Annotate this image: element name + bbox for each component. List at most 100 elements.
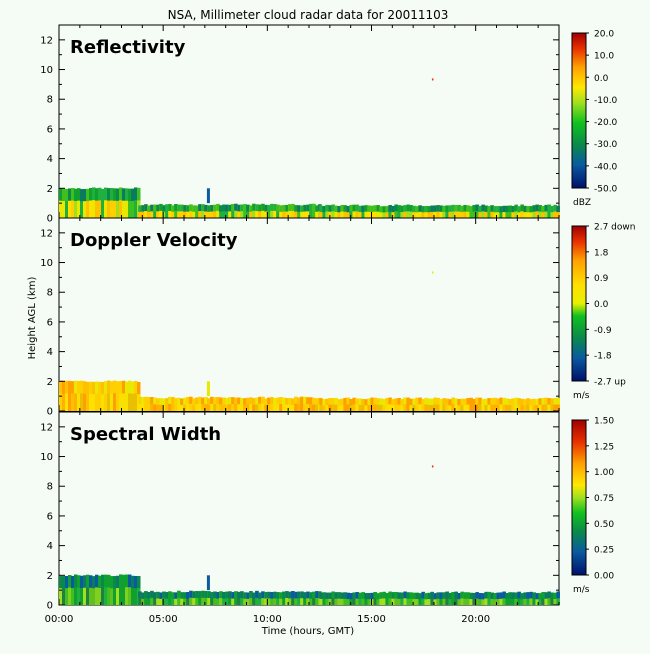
- heatmap-cell: [138, 591, 142, 599]
- heatmap-cell: [346, 397, 350, 405]
- heatmap-cell: [403, 397, 407, 405]
- colorbar-unit: dBZ: [573, 198, 591, 208]
- heatmap-cell: [213, 397, 217, 411]
- heatmap-cell: [454, 591, 458, 599]
- heatmap-cell: [343, 592, 347, 599]
- y-tick-label: 8: [47, 95, 53, 106]
- heatmap-cell: [125, 188, 129, 218]
- heatmap-cell: [204, 591, 208, 598]
- heatmap-cell: [249, 590, 253, 605]
- heatmap-cell: [150, 204, 154, 212]
- heatmap-cell: [328, 205, 332, 212]
- heatmap-cell: [264, 398, 268, 405]
- heatmap-cell: [367, 592, 371, 600]
- heatmap-cell: [433, 205, 437, 212]
- heatmap-cell: [337, 206, 341, 213]
- heatmap-cell: [201, 590, 205, 598]
- heatmap-cell: [80, 189, 84, 202]
- heatmap-cell: [138, 591, 142, 605]
- heatmap-cell: [71, 381, 75, 411]
- heatmap-cell: [137, 382, 141, 411]
- heatmap-cell: [499, 397, 503, 405]
- heatmap-cell: [382, 206, 386, 213]
- heatmap-cell: [312, 397, 316, 405]
- heatmap-cell: [475, 397, 479, 411]
- heatmap-cell: [291, 203, 295, 211]
- heatmap-cell: [460, 205, 464, 213]
- heatmap-cell: [165, 204, 169, 212]
- heatmap-cell: [150, 397, 154, 404]
- heatmap-cell: [349, 204, 353, 212]
- heatmap-cell: [92, 187, 96, 218]
- y-axis-label: Height AGL (km): [27, 277, 38, 360]
- heatmap-cell: [74, 380, 78, 411]
- heatmap-cell: [213, 591, 217, 605]
- heatmap-cell: [98, 381, 102, 411]
- heatmap-cell: [77, 380, 81, 411]
- heatmap-cell: [125, 574, 129, 588]
- heatmap-cell: [303, 396, 307, 411]
- heatmap-cell: [107, 574, 111, 588]
- heatmap-cell: [391, 592, 395, 599]
- heatmap-cell: [352, 204, 356, 212]
- heatmap-cell: [379, 206, 383, 213]
- heatmap-cell: [285, 204, 289, 212]
- heatmap-cell: [331, 204, 335, 212]
- heatmap-cell: [294, 396, 298, 411]
- heatmap-cell: [382, 399, 386, 406]
- heatmap-cell: [122, 188, 126, 201]
- heatmap-cell: [481, 593, 485, 600]
- heatmap-cell: [128, 188, 132, 218]
- heatmap-cell: [264, 204, 268, 212]
- heatmap-cell: [484, 591, 488, 599]
- heatmap-cell: [285, 591, 289, 605]
- heatmap-cell: [370, 592, 374, 600]
- heatmap-cell: [95, 574, 99, 588]
- heatmap-cell: [454, 204, 458, 212]
- colorbar-label: 0.00: [594, 572, 614, 582]
- heatmap-cell: [198, 204, 202, 212]
- heatmap-cell: [195, 397, 199, 411]
- heatmap-cell: [261, 591, 265, 599]
- heatmap-cell: [240, 591, 244, 599]
- heatmap-cell: [436, 397, 440, 405]
- heatmap-cell: [68, 380, 72, 394]
- heatmap-cell: [358, 205, 362, 213]
- panel-title: Spectral Width: [70, 424, 221, 445]
- heatmap-cell: [147, 397, 151, 404]
- heatmap-cell: [80, 380, 84, 394]
- heatmap-cell: [116, 381, 120, 411]
- heatmap-cell: [526, 592, 530, 599]
- heatmap-cell: [309, 203, 313, 211]
- heatmap-cell: [520, 593, 524, 600]
- colorbar-label: -1.8: [594, 352, 612, 362]
- panel-2: Doppler Velocity 0 2 4 6 8 10 12 2.7 down 1.8 0.9 0…: [40, 217, 635, 418]
- heatmap-cell: [445, 591, 449, 599]
- heatmap-cell: [421, 206, 425, 213]
- heatmap-cell: [556, 591, 560, 599]
- heatmap-cell: [89, 188, 93, 201]
- heatmap-cell: [270, 203, 274, 211]
- heatmap-cell: [415, 592, 419, 600]
- heatmap-cell: [62, 188, 66, 201]
- heatmap-cell: [219, 205, 223, 212]
- heatmap-cell: [261, 203, 265, 218]
- heatmap-cell: [180, 398, 184, 405]
- panel-title: Doppler Velocity: [70, 230, 238, 251]
- heatmap-cell: [210, 396, 214, 404]
- feature-pixel: [431, 78, 434, 81]
- heatmap-cell: [270, 203, 274, 218]
- heatmap-cell: [340, 592, 344, 599]
- heatmap-cell: [183, 205, 187, 212]
- heatmap-cell: [92, 381, 96, 395]
- heatmap-cell: [201, 204, 205, 218]
- heatmap-cell: [445, 205, 449, 212]
- heatmap-cell: [65, 380, 69, 394]
- heatmap-cell: [192, 398, 196, 405]
- colorbar-label: -30.0: [594, 140, 618, 150]
- heatmap-cell: [412, 398, 416, 405]
- heatmap-cell: [424, 206, 428, 213]
- heatmap-cell: [517, 398, 521, 405]
- heatmap-cell: [343, 205, 347, 212]
- heatmap-cell: [448, 592, 452, 600]
